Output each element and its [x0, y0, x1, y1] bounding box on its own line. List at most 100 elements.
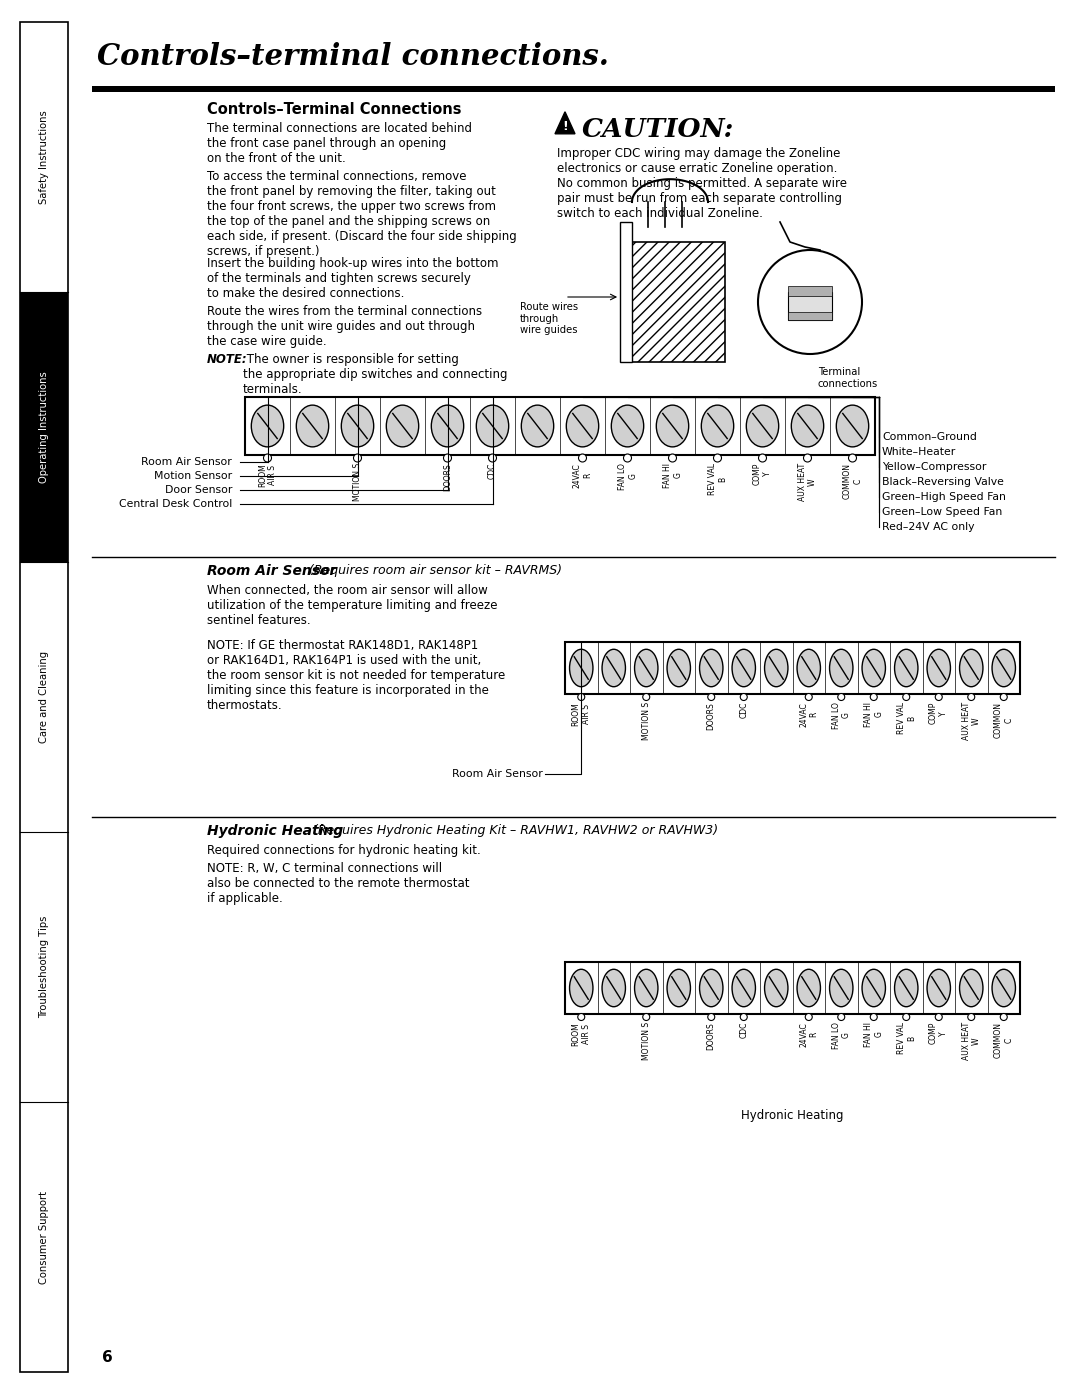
- Text: REV VAL
B: REV VAL B: [896, 1023, 916, 1053]
- Ellipse shape: [732, 970, 755, 1007]
- Bar: [630, 242, 725, 362]
- Text: ROOM
AIR S: ROOM AIR S: [258, 462, 278, 486]
- Text: MOTION S: MOTION S: [353, 462, 362, 502]
- Text: NOTE: R, W, C terminal connections will
also be connected to the remote thermost: NOTE: R, W, C terminal connections will …: [207, 862, 470, 905]
- Ellipse shape: [387, 405, 419, 447]
- Circle shape: [714, 454, 721, 462]
- Circle shape: [903, 693, 909, 700]
- Circle shape: [838, 693, 845, 700]
- Ellipse shape: [602, 970, 625, 1007]
- Ellipse shape: [657, 405, 689, 447]
- Text: FAN HI
G: FAN HI G: [663, 462, 683, 488]
- Ellipse shape: [667, 650, 690, 687]
- Text: MOTION S: MOTION S: [642, 703, 651, 740]
- Text: Route the wires from the terminal connections
through the unit wire guides and o: Route the wires from the terminal connec…: [207, 305, 482, 348]
- Circle shape: [264, 454, 271, 462]
- Ellipse shape: [296, 405, 328, 447]
- Text: !: !: [562, 120, 568, 133]
- Text: Green–High Speed Fan: Green–High Speed Fan: [882, 492, 1005, 502]
- Ellipse shape: [602, 650, 625, 687]
- Bar: [620, 222, 632, 362]
- Bar: [788, 286, 832, 296]
- Text: Route wires
through
wire guides: Route wires through wire guides: [519, 302, 578, 335]
- Text: COMMON
C: COMMON C: [994, 703, 1013, 738]
- Circle shape: [707, 693, 715, 700]
- Ellipse shape: [959, 650, 983, 687]
- Polygon shape: [555, 112, 575, 134]
- Ellipse shape: [569, 970, 593, 1007]
- Text: AUX HEAT
W: AUX HEAT W: [961, 703, 981, 740]
- Text: AUX HEAT
W: AUX HEAT W: [961, 1023, 981, 1060]
- Text: NOTE: If GE thermostat RAK148D1, RAK148P1
or RAK164D1, RAK164P1 is used with the: NOTE: If GE thermostat RAK148D1, RAK148P…: [207, 638, 505, 712]
- Ellipse shape: [732, 650, 755, 687]
- Bar: [21, 22, 68, 1372]
- Text: FAN LO
G: FAN LO G: [832, 703, 851, 729]
- Text: Improper CDC wiring may damage the Zoneline
electronics or cause erratic Zonelin: Improper CDC wiring may damage the Zonel…: [557, 147, 847, 219]
- Bar: [92, 87, 1055, 92]
- Text: REV VAL
B: REV VAL B: [707, 462, 727, 495]
- Ellipse shape: [522, 405, 554, 447]
- Text: Room Air Sensor: Room Air Sensor: [141, 457, 232, 467]
- Ellipse shape: [701, 405, 733, 447]
- Ellipse shape: [792, 405, 824, 447]
- Ellipse shape: [797, 970, 821, 1007]
- Circle shape: [669, 454, 676, 462]
- Text: FAN HI
G: FAN HI G: [864, 1023, 883, 1046]
- Ellipse shape: [836, 405, 868, 447]
- Ellipse shape: [569, 650, 593, 687]
- Text: COMMON
C: COMMON C: [842, 462, 862, 499]
- Text: DOORS: DOORS: [706, 703, 716, 729]
- Text: (Requires Hydronic Heating Kit – RAVHW1, RAVHW2 or RAVHW3): (Requires Hydronic Heating Kit – RAVHW1,…: [309, 824, 718, 837]
- Ellipse shape: [993, 970, 1015, 1007]
- Ellipse shape: [700, 650, 723, 687]
- Ellipse shape: [431, 405, 463, 447]
- Circle shape: [870, 693, 877, 700]
- Circle shape: [578, 693, 584, 700]
- Ellipse shape: [611, 405, 644, 447]
- Text: 24VAC
R: 24VAC R: [799, 1023, 819, 1046]
- Ellipse shape: [927, 650, 950, 687]
- Ellipse shape: [635, 970, 658, 1007]
- Circle shape: [1000, 1013, 1008, 1020]
- Circle shape: [643, 1013, 650, 1020]
- Circle shape: [488, 454, 497, 462]
- Ellipse shape: [993, 650, 1015, 687]
- Text: Insert the building hook-up wires into the bottom
of the terminals and tighten s: Insert the building hook-up wires into t…: [207, 257, 499, 300]
- Text: DOORS: DOORS: [706, 1023, 716, 1049]
- Ellipse shape: [797, 650, 821, 687]
- Circle shape: [870, 1013, 877, 1020]
- Text: COMP
Y: COMP Y: [929, 703, 948, 725]
- Ellipse shape: [252, 405, 284, 447]
- Text: To access the terminal connections, remove
the front panel by removing the filte: To access the terminal connections, remo…: [207, 170, 516, 258]
- Text: Safety Instructions: Safety Instructions: [39, 110, 49, 204]
- Text: Black–Reversing Valve: Black–Reversing Valve: [882, 476, 1004, 488]
- Bar: [21, 292, 68, 562]
- Text: COMP
Y: COMP Y: [753, 462, 772, 485]
- Circle shape: [903, 1013, 909, 1020]
- Ellipse shape: [829, 650, 853, 687]
- Circle shape: [643, 693, 650, 700]
- Text: CDC: CDC: [739, 1023, 748, 1038]
- Bar: [788, 292, 832, 320]
- Circle shape: [444, 454, 451, 462]
- Text: FAN LO
G: FAN LO G: [618, 462, 637, 490]
- Text: ROOM
AIR S: ROOM AIR S: [571, 703, 591, 726]
- Circle shape: [935, 1013, 942, 1020]
- Text: When connected, the room air sensor will allow
utilization of the temperature li: When connected, the room air sensor will…: [207, 584, 498, 627]
- Text: Care and Cleaning: Care and Cleaning: [39, 651, 49, 743]
- Text: Motion Sensor: Motion Sensor: [153, 471, 232, 481]
- Circle shape: [968, 1013, 975, 1020]
- Text: NOTE:: NOTE:: [207, 353, 247, 366]
- Circle shape: [1000, 693, 1008, 700]
- Circle shape: [806, 1013, 812, 1020]
- Ellipse shape: [566, 405, 598, 447]
- Text: Red–24V AC only: Red–24V AC only: [882, 522, 974, 532]
- Text: Terminal
connections: Terminal connections: [818, 367, 878, 388]
- Text: Central Desk Control: Central Desk Control: [119, 499, 232, 509]
- Text: Consumer Support: Consumer Support: [39, 1190, 49, 1284]
- Ellipse shape: [476, 405, 509, 447]
- Ellipse shape: [862, 970, 886, 1007]
- Text: CDC: CDC: [739, 703, 748, 718]
- Text: Controls–Terminal Connections: Controls–Terminal Connections: [207, 102, 461, 117]
- Text: COMMON
C: COMMON C: [994, 1023, 1013, 1058]
